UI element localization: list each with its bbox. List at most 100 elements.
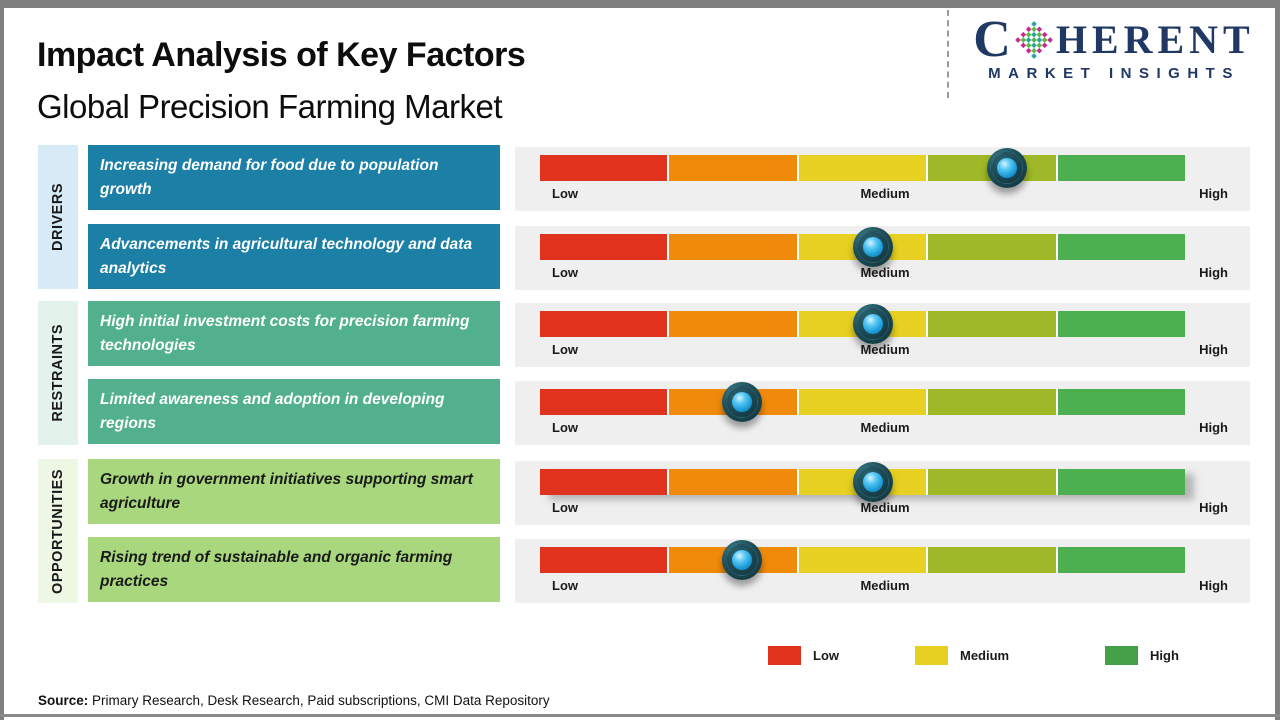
impact-marker bbox=[852, 304, 893, 344]
factor-box-6: Rising trend of sustainable and organic … bbox=[88, 537, 500, 602]
scale-segment-green bbox=[1057, 234, 1186, 260]
scale-label-medium: Medium bbox=[860, 342, 910, 357]
scale-segment-yellowgreen bbox=[928, 389, 1056, 415]
scale-segment-orange bbox=[669, 234, 797, 260]
category-strip-restraints: RESTRAINTS bbox=[38, 301, 78, 445]
scale-label-medium: Medium bbox=[860, 500, 910, 515]
scale-label-medium: Medium bbox=[860, 420, 910, 435]
scale-segment-red bbox=[540, 389, 668, 415]
frame-top bbox=[0, 0, 1280, 8]
frame-right bbox=[1275, 0, 1280, 720]
scale-label-high: High bbox=[1199, 186, 1228, 201]
impact-scale-row-3: Low Medium High bbox=[515, 303, 1250, 367]
scale-label-high: High bbox=[1199, 342, 1228, 357]
factor-text-3: High initial investment costs for precis… bbox=[100, 312, 470, 354]
scale-label-low: Low bbox=[552, 342, 578, 357]
impact-scale-row-2: Low Medium High bbox=[515, 226, 1250, 290]
legend-label-high: High bbox=[1150, 648, 1179, 663]
factor-text-4: Limited awareness and adoption in develo… bbox=[100, 390, 445, 432]
legend-swatch-medium bbox=[915, 646, 948, 665]
scale-segment-green bbox=[1057, 469, 1186, 495]
frame-left bbox=[0, 0, 4, 720]
impact-marker bbox=[986, 148, 1027, 188]
scale-segment-yellowgreen bbox=[928, 547, 1056, 573]
legend-swatch-high bbox=[1105, 646, 1138, 665]
page-subtitle: Global Precision Farming Market bbox=[37, 88, 503, 125]
scale-label-medium: Medium bbox=[860, 578, 910, 593]
factor-box-2: Advancements in agricultural technology … bbox=[88, 224, 500, 289]
legend-item-medium: Medium bbox=[915, 646, 1009, 665]
impact-marker bbox=[721, 382, 762, 422]
scale-label-high: High bbox=[1199, 420, 1228, 435]
factor-box-1: Increasing demand for food due to popula… bbox=[88, 145, 500, 210]
scale-segment-yellow bbox=[798, 389, 927, 415]
logo-wordmark-rest: HERENT bbox=[1055, 17, 1255, 62]
logo-divider bbox=[947, 10, 949, 98]
category-strip-drivers: DRIVERS bbox=[38, 145, 78, 289]
legend-item-low: Low bbox=[768, 646, 839, 665]
scale-segment-orange bbox=[669, 311, 797, 337]
scale-label-medium: Medium bbox=[860, 265, 910, 280]
scale-label-low: Low bbox=[552, 420, 578, 435]
scale-label-low: Low bbox=[552, 265, 578, 280]
scale-segment-orange bbox=[669, 155, 797, 181]
impact-marker bbox=[852, 462, 893, 502]
factor-text-5: Growth in government initiatives support… bbox=[100, 470, 473, 512]
impact-marker bbox=[852, 227, 893, 267]
factor-box-4: Limited awareness and adoption in develo… bbox=[88, 379, 500, 444]
scale-segment-green bbox=[1057, 547, 1186, 573]
page-title: Impact Analysis of Key Factors bbox=[37, 36, 526, 74]
scale-segment-green bbox=[1057, 311, 1186, 337]
impact-scale-row-6: Low Medium High bbox=[515, 539, 1250, 603]
scale-label-low: Low bbox=[552, 578, 578, 593]
logo-tagline: MARKET INSIGHTS bbox=[988, 65, 1240, 82]
factor-box-3: High initial investment costs for precis… bbox=[88, 301, 500, 366]
factor-text-2: Advancements in agricultural technology … bbox=[100, 235, 473, 277]
company-logo: C HERENT MARKET INSIGHTS bbox=[968, 11, 1260, 83]
scale-segment-yellow bbox=[798, 155, 927, 181]
legend-swatch-low bbox=[768, 646, 801, 665]
impact-scale-bar bbox=[540, 547, 1186, 573]
scale-segment-yellow bbox=[798, 547, 927, 573]
logo-wordmark: C HERENT bbox=[973, 11, 1255, 68]
impact-scale-row-4: Low Medium High bbox=[515, 381, 1250, 445]
category-label-drivers: DRIVERS bbox=[50, 183, 66, 251]
category-label-restraints: RESTRAINTS bbox=[50, 324, 66, 422]
scale-segment-yellowgreen bbox=[928, 469, 1056, 495]
scale-label-high: High bbox=[1199, 578, 1228, 593]
scale-segment-red bbox=[540, 311, 668, 337]
scale-label-high: High bbox=[1199, 265, 1228, 280]
source-label: Source: bbox=[38, 693, 89, 708]
logo-letter-c: C bbox=[973, 11, 1011, 68]
scale-segment-green bbox=[1057, 389, 1186, 415]
impact-scale-row-5: Low Medium High bbox=[515, 461, 1250, 525]
factor-text-1: Increasing demand for food due to popula… bbox=[100, 156, 439, 198]
scale-segment-red bbox=[540, 547, 668, 573]
scale-label-low: Low bbox=[552, 500, 578, 515]
impact-scale-bar bbox=[540, 155, 1186, 181]
legend-label-medium: Medium bbox=[960, 648, 1010, 663]
scale-segment-red bbox=[540, 234, 668, 260]
scale-label-medium: Medium bbox=[860, 186, 910, 201]
scale-segment-yellowgreen bbox=[928, 311, 1056, 337]
globe-dots-icon bbox=[1014, 21, 1053, 59]
scale-segment-red bbox=[540, 469, 668, 495]
source-line: Source: Primary Research, Desk Research,… bbox=[38, 693, 550, 708]
impact-scale-row-1: Low Medium High bbox=[515, 147, 1250, 211]
frame-bottom bbox=[0, 714, 1280, 717]
category-strip-opportunities: OPPORTUNITIES bbox=[38, 459, 78, 603]
legend-label-low: Low bbox=[813, 648, 839, 663]
factor-box-5: Growth in government initiatives support… bbox=[88, 459, 500, 524]
factor-text-6: Rising trend of sustainable and organic … bbox=[100, 548, 453, 590]
legend-item-high: High bbox=[1105, 646, 1179, 665]
impact-marker bbox=[721, 540, 762, 580]
source-text: Primary Research, Desk Research, Paid su… bbox=[88, 693, 550, 708]
scale-segment-green bbox=[1057, 155, 1186, 181]
category-label-opportunities: OPPORTUNITIES bbox=[50, 468, 66, 594]
impact-scale-bar bbox=[540, 389, 1186, 415]
scale-label-low: Low bbox=[552, 186, 578, 201]
scale-segment-orange bbox=[669, 469, 797, 495]
scale-segment-yellowgreen bbox=[928, 234, 1056, 260]
scale-label-high: High bbox=[1199, 500, 1228, 515]
